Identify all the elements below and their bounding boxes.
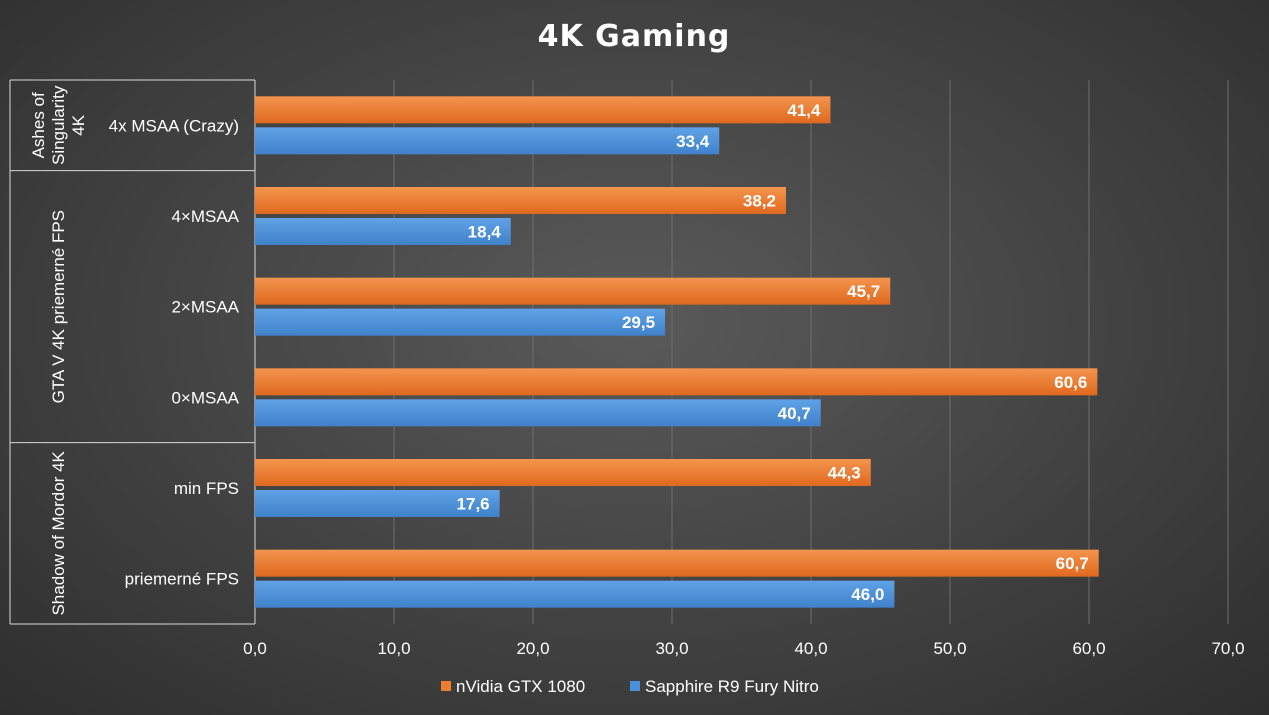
bar-nvidia — [255, 368, 1098, 396]
bar-nvidia — [255, 549, 1099, 577]
bars — [255, 96, 1099, 608]
category-label: 2×MSAA — [171, 298, 239, 317]
data-labels: 41,4 33,4 38,2 18,4 45,7 29,5 60,6 40,7 44,3 17,6… — [457, 101, 1089, 604]
bar-nvidia — [255, 96, 831, 124]
x-tick-label: 70,0 — [1211, 639, 1244, 658]
data-label: 40,7 — [778, 404, 811, 423]
category-label: priemerné FPS — [125, 570, 239, 589]
legend-label: nVidia GTX 1080 — [456, 677, 585, 696]
data-label: 17,6 — [457, 495, 490, 514]
x-tick-label: 10,0 — [377, 639, 410, 658]
category-axis: 4x MSAA (Crazy) 4×MSAA 2×MSAA 0×MSAA min FPS… — [9, 79, 255, 625]
x-tick-label: 50,0 — [933, 639, 966, 658]
bar-sapphire — [255, 580, 895, 608]
legend-label: Sapphire R9 Fury Nitro — [645, 677, 819, 696]
bar-sapphire — [255, 127, 720, 155]
x-tick-label: 40,0 — [794, 639, 827, 658]
category-label: 4x MSAA (Crazy) — [109, 116, 239, 135]
data-label: 60,6 — [1054, 373, 1087, 392]
data-label: 41,4 — [787, 101, 821, 120]
group-label: Ashes ofSingularity4K — [29, 85, 88, 165]
data-label: 29,5 — [622, 313, 655, 332]
bar-sapphire — [255, 218, 511, 245]
group-label-line: Ashes of — [29, 92, 48, 158]
bar-nvidia — [255, 187, 786, 214]
chart-title: 4K Gaming — [538, 19, 731, 54]
x-tick-label: 30,0 — [655, 639, 688, 658]
legend: nVidia GTX 1080 Sapphire R9 Fury Nitro — [441, 677, 819, 696]
legend-swatch — [630, 681, 640, 691]
x-tick-label: 0,0 — [243, 639, 267, 658]
bar-nvidia — [255, 277, 891, 305]
group-label-line: GTA V 4K priemerné FPS — [49, 210, 68, 403]
data-label: 60,7 — [1056, 554, 1089, 573]
data-label: 44,3 — [828, 464, 861, 483]
x-tick-label: 20,0 — [516, 639, 549, 658]
gridlines — [393, 80, 1229, 624]
category-label: 4×MSAA — [171, 207, 239, 226]
data-label: 46,0 — [851, 585, 884, 604]
category-label: min FPS — [174, 479, 239, 498]
data-label: 33,4 — [676, 132, 710, 151]
bar-sapphire — [255, 308, 666, 336]
group-label: GTA V 4K priemerné FPS — [49, 210, 68, 403]
bar-sapphire — [255, 399, 821, 427]
value-axis: 0,0 10,0 20,0 30,0 40,0 50,0 60,0 70,0 — [243, 639, 1244, 658]
data-label: 18,4 — [468, 223, 502, 242]
category-label: 0×MSAA — [171, 388, 239, 407]
group-label: Shadow of Mordor 4K — [49, 450, 68, 615]
group-label-line: Singularity — [49, 85, 68, 165]
data-label: 45,7 — [847, 282, 880, 301]
group-label-line: Shadow of Mordor 4K — [49, 450, 68, 615]
bar-sapphire — [255, 490, 500, 517]
legend-swatch — [441, 681, 451, 691]
group-label-line: 4K — [69, 114, 88, 135]
bar-nvidia — [255, 459, 871, 486]
x-tick-label: 60,0 — [1072, 639, 1105, 658]
data-label: 38,2 — [743, 192, 776, 211]
